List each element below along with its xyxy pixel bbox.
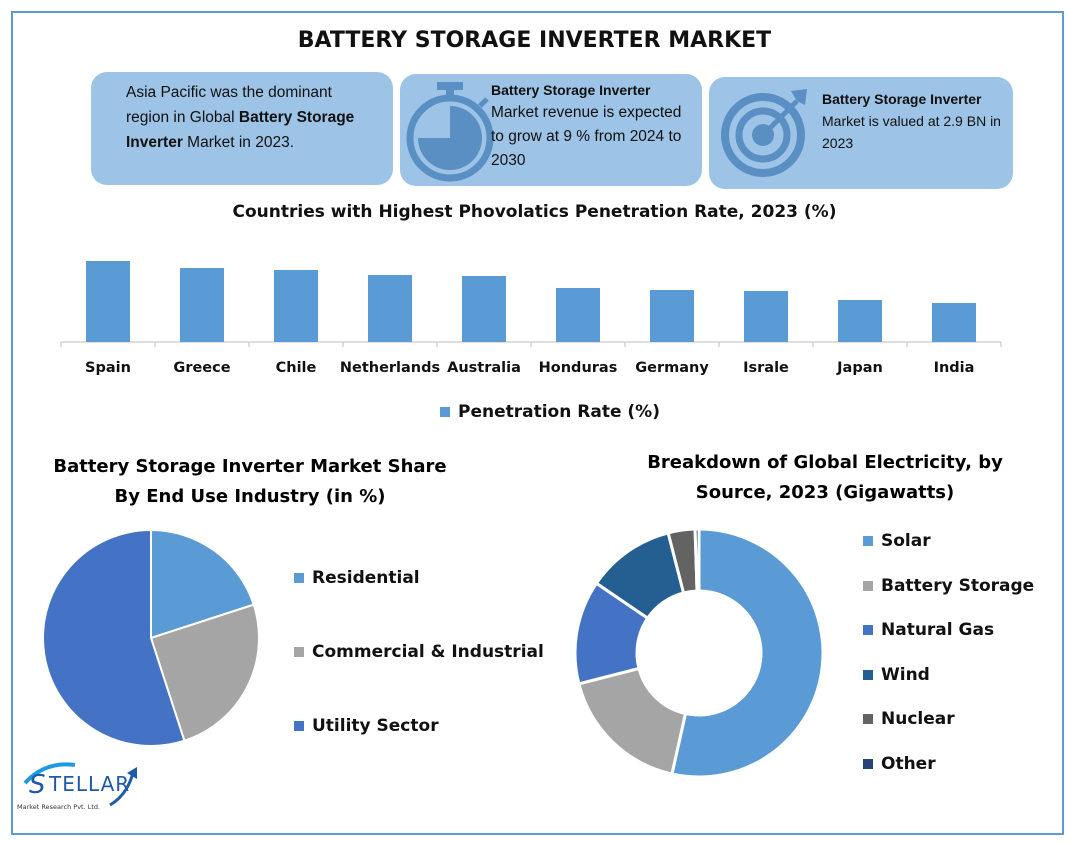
card-region-text: Asia Pacific was the dominant region in … <box>91 72 393 155</box>
slice-utility-sector <box>42 528 186 747</box>
legend-label: Commercial & Industrial <box>312 642 544 662</box>
x-tick-label: Chile <box>276 360 317 376</box>
bar-japan <box>838 300 882 342</box>
card-bold: Battery Storage Inverter <box>491 82 651 98</box>
pie-title-line: By End Use Industry (in %) <box>114 486 386 507</box>
legend-item: Natural Gas <box>863 620 994 640</box>
donut-title: Breakdown of Global Electricity, by Sourc… <box>620 448 1030 508</box>
card-growth-text: Battery Storage Inverter Market revenue i… <box>491 79 696 173</box>
stopwatch-icon <box>406 82 494 182</box>
legend-label: Solar <box>881 531 931 551</box>
page-title: BATTERY STORAGE INVERTER MARKET <box>297 28 772 53</box>
legend-label: Natural Gas <box>881 620 995 640</box>
x-tick-label: Germany <box>635 360 709 376</box>
legend-swatch <box>440 407 450 417</box>
card-region: Asia Pacific was the dominant region in … <box>91 72 393 185</box>
bar-spain <box>86 261 130 342</box>
bar-greece <box>180 268 224 342</box>
pie-chart <box>42 528 260 747</box>
card-growth: Battery Storage Inverter Market revenue i… <box>400 74 702 186</box>
bar-honduras <box>556 288 600 342</box>
x-tick-label: Greece <box>173 360 230 376</box>
card-bold: Battery Storage Inverter <box>126 109 355 151</box>
legend-label: Other <box>881 753 936 774</box>
x-tick-label: Japan <box>836 360 883 376</box>
svg-text:Market Research Pvt. Ltd.: Market Research Pvt. Ltd. <box>17 803 100 811</box>
legend-swatch <box>294 573 304 583</box>
bar-netherlands <box>368 275 412 342</box>
x-tick-label: Netherlands <box>340 360 440 376</box>
legend-swatch <box>863 625 873 635</box>
donut-title-line: Breakdown of Global Electricity, by <box>647 452 1003 473</box>
x-tick-label: Australia <box>447 360 521 376</box>
bar-germany <box>650 290 694 342</box>
donut-chart <box>573 527 825 779</box>
frame-border <box>11 11 1064 835</box>
bar-israle <box>744 291 788 342</box>
card-text: Market in 2023. <box>182 134 295 151</box>
pie-title-line: Battery Storage Inverter Market Share <box>53 456 447 477</box>
donut-title-line: Source, 2023 (Gigawatts) <box>695 482 955 503</box>
legend-item: Solar <box>863 531 931 551</box>
slice-battery-storage <box>577 666 688 776</box>
bar-australia <box>462 276 506 342</box>
bar-legend: Penetration Rate (%) <box>440 402 660 422</box>
legend-swatch <box>863 758 873 769</box>
x-tick-label: India <box>934 360 975 376</box>
stellar-logo: S TELLAR Market Research Pvt. Ltd. <box>15 755 155 815</box>
bar-chart-title: Countries with Highest Phovolatics Penet… <box>232 202 837 222</box>
bar-india <box>932 303 976 342</box>
card-bold: Battery Storage Inverter <box>822 91 982 107</box>
legend-item: Utility Sector <box>294 716 439 736</box>
card-value-text: Battery Storage Inverter Market is value… <box>822 88 1002 154</box>
svg-text:TELLAR: TELLAR <box>48 772 130 796</box>
legend-label: Utility Sector <box>312 716 439 736</box>
legend-label: Battery Storage <box>881 575 1035 596</box>
legend-item: Other <box>863 754 936 774</box>
legend-item: Battery Storage <box>863 576 1034 596</box>
legend-label: Nuclear <box>881 709 955 729</box>
x-tick-label: Honduras <box>539 360 618 376</box>
slice-residential <box>150 528 255 640</box>
slice-commercial-industrial <box>149 603 260 742</box>
card-text: Asia Pacific was the dominant region in … <box>126 84 332 126</box>
card-text: Market revenue is expected to grow at 9 … <box>491 104 682 169</box>
pie-title: Battery Storage Inverter Market Share By … <box>40 452 460 512</box>
card-value: Battery Storage Inverter Market is value… <box>709 77 1013 189</box>
target-icon <box>721 89 807 177</box>
bar-chile <box>274 270 318 342</box>
slice-other <box>693 527 701 593</box>
legend-swatch <box>863 714 873 724</box>
legend-label: Penetration Rate (%) <box>458 402 660 422</box>
svg-text:S: S <box>29 770 46 800</box>
card-text: Market is valued at 2.9 BN in 2023 <box>822 113 1001 151</box>
legend-swatch <box>294 721 304 731</box>
legend-item: Nuclear <box>863 709 955 729</box>
legend-item: Commercial & Industrial <box>294 642 544 662</box>
x-tick-label: Spain <box>85 360 131 376</box>
legend-swatch <box>863 580 873 591</box>
legend-swatch <box>294 647 304 657</box>
legend-label: Residential <box>312 568 420 588</box>
legend-swatch <box>863 669 873 680</box>
bar-chart: Spain Greece Chile Netherlands Australia Hond… <box>60 261 1002 376</box>
x-tick-label: Israle <box>743 360 789 376</box>
legend-swatch <box>863 536 873 546</box>
legend-item: Residential <box>294 568 420 588</box>
slice-solar <box>670 527 825 779</box>
legend-item: Wind <box>863 665 930 685</box>
legend-label: Wind <box>881 664 930 685</box>
